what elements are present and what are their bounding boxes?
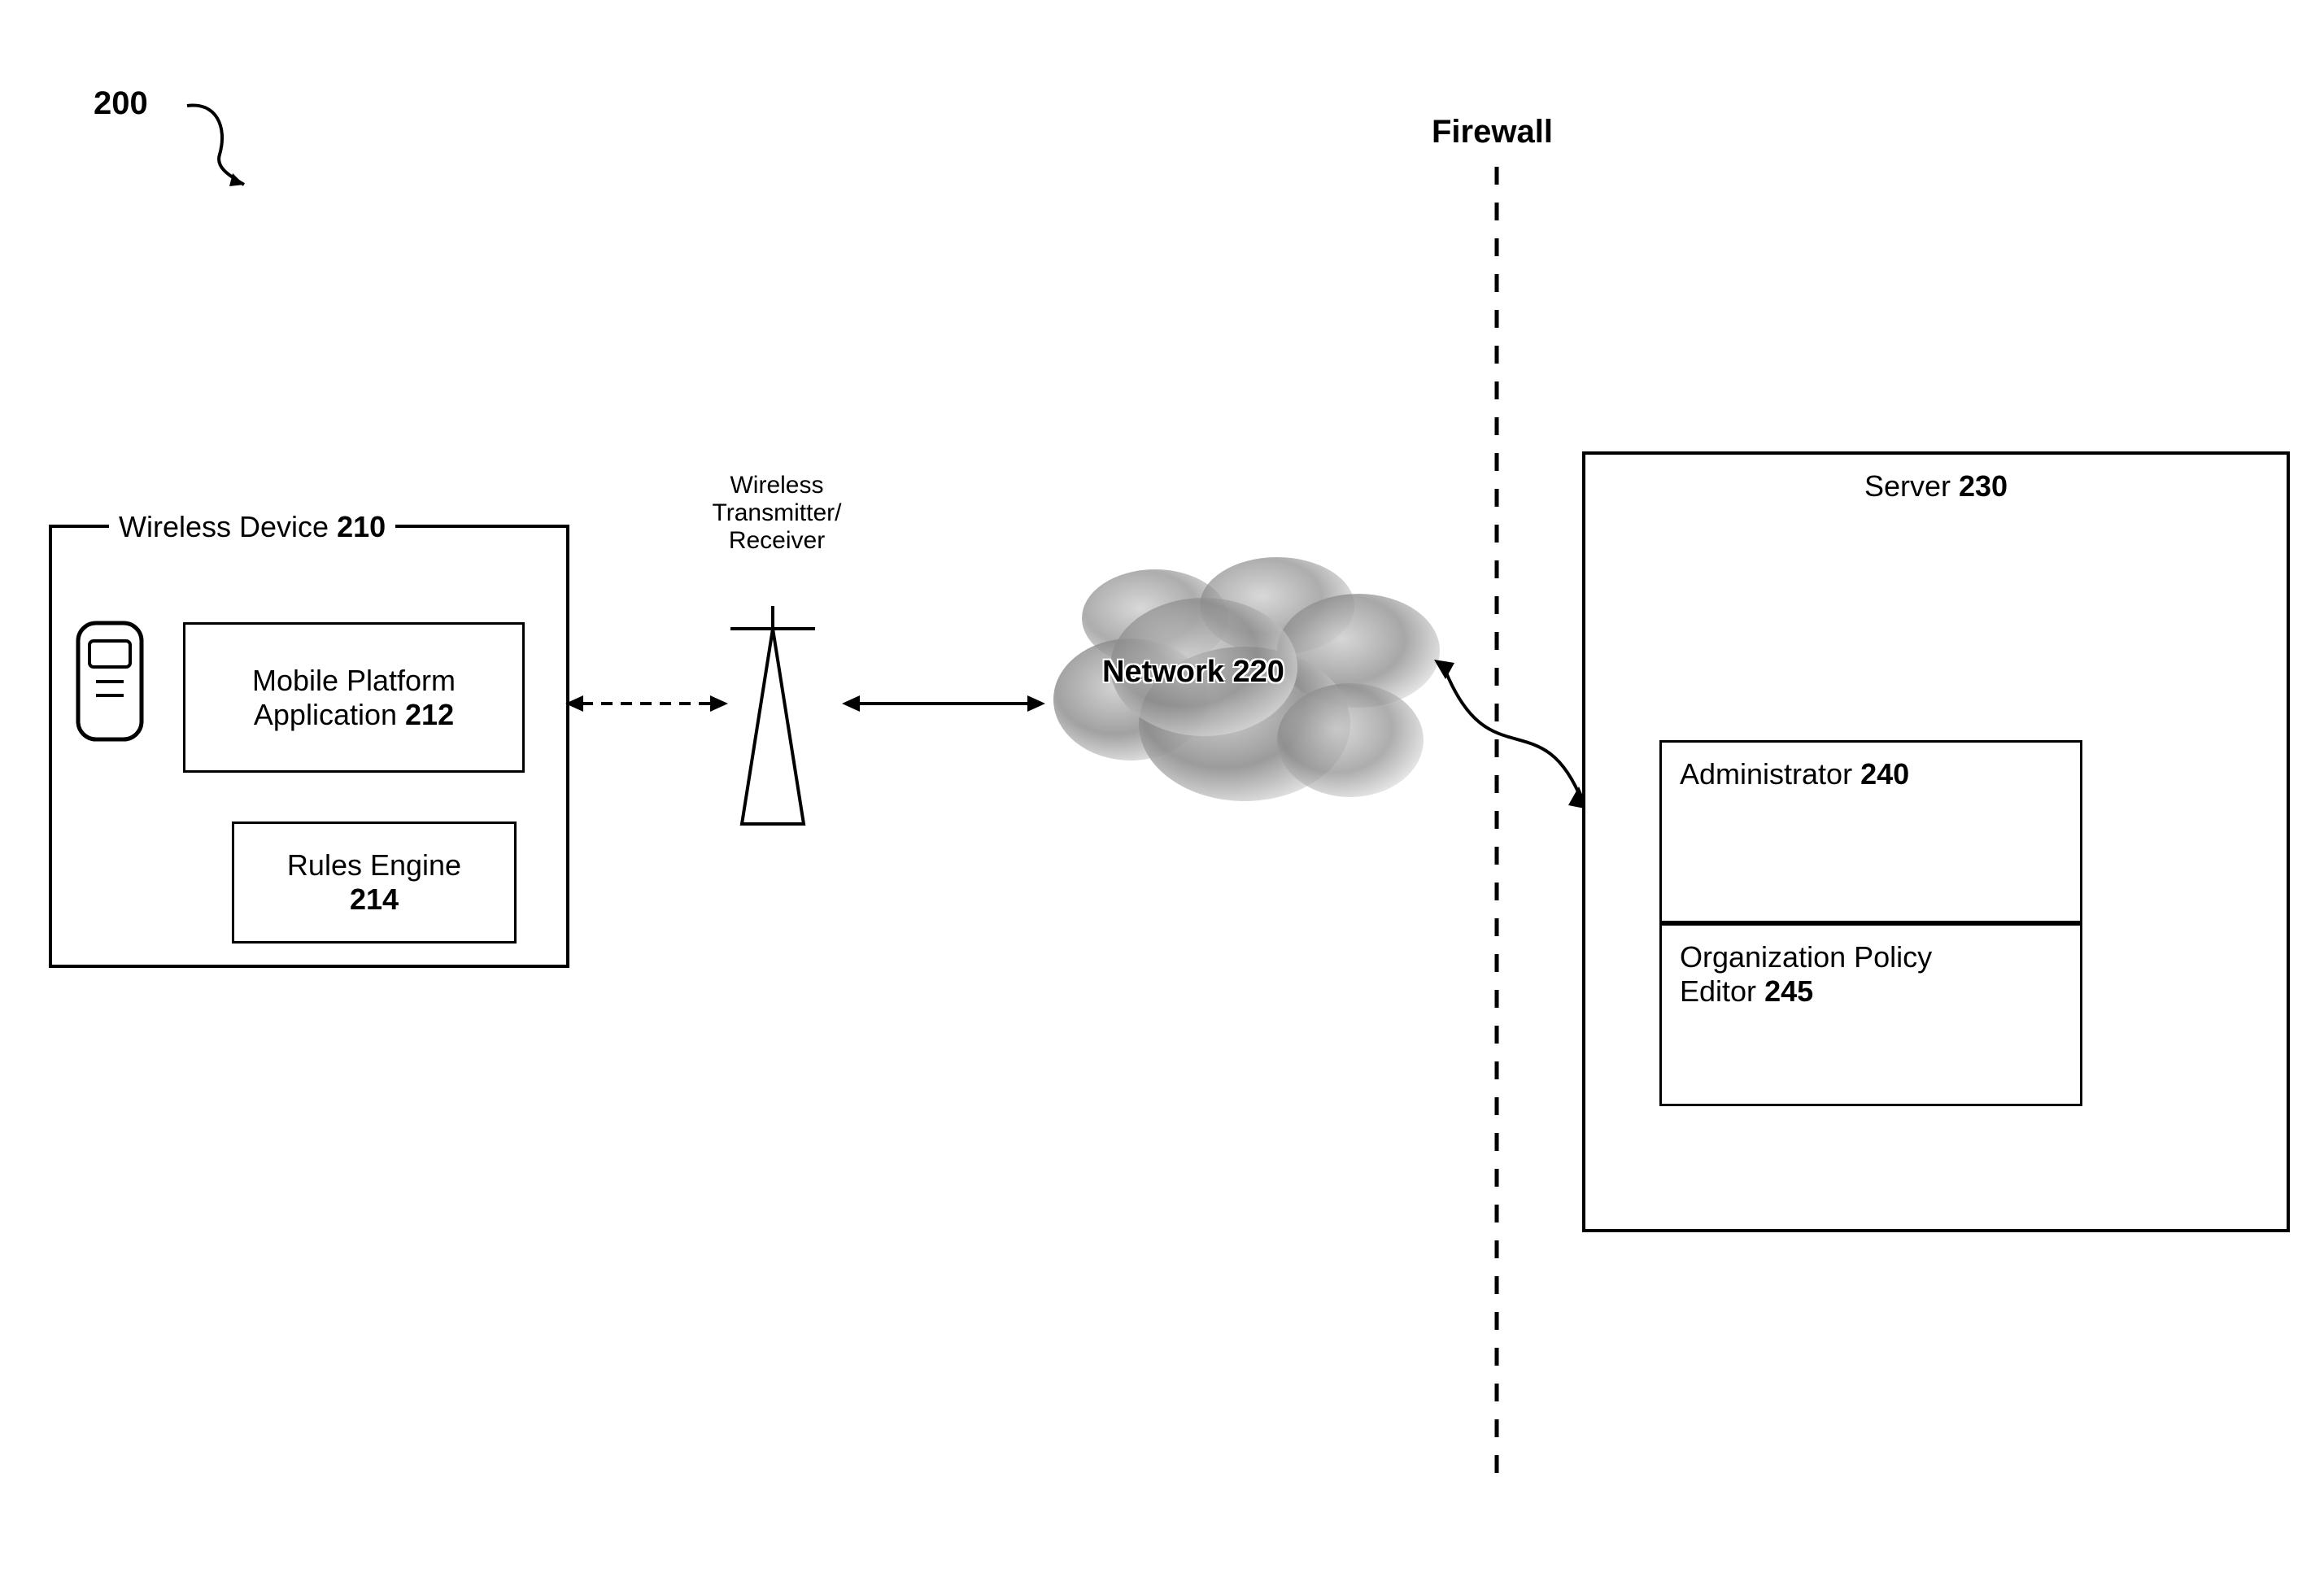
server-title-num: 230 (1959, 469, 2008, 503)
transmitter-line1: Wireless (675, 472, 879, 499)
wireless-device-title: Wireless Device 210 (109, 510, 395, 544)
policy-line2-text: Editor (1680, 974, 1756, 1008)
server-title-text: Server (1864, 469, 1951, 503)
mobile-platform-line2-text: Application (254, 698, 397, 731)
arrow-network-to-server (1428, 647, 1598, 826)
rules-engine-num: 214 (350, 883, 399, 917)
policy-editor-box: Organization Policy Editor 245 (1659, 923, 2082, 1106)
rules-engine-line1: Rules Engine (287, 848, 461, 883)
network-label: Network 220 (1102, 655, 1284, 690)
arrow-device-to-tower (565, 687, 728, 720)
mobile-platform-box: Mobile Platform Application 212 (183, 622, 525, 773)
policy-line1: Organization Policy (1680, 940, 2062, 974)
transmitter-line2: Transmitter/ (675, 499, 879, 527)
phone-icon (73, 618, 146, 744)
network-label-num: 220 (1232, 655, 1284, 689)
transmitter-tower-icon (691, 606, 854, 842)
mobile-platform-line1: Mobile Platform (252, 664, 456, 698)
transmitter-line3: Receiver (675, 527, 879, 555)
server-title: Server 230 (1585, 469, 2287, 503)
administrator-num: 240 (1860, 757, 1909, 791)
mobile-platform-line2-num: 212 (405, 698, 454, 731)
mobile-platform-line2: Application 212 (254, 698, 454, 732)
administrator-text: Administrator (1680, 757, 1852, 791)
wireless-device-title-num: 210 (337, 510, 386, 543)
arrow-tower-to-network (842, 687, 1045, 720)
administrator-box: Administrator 240 (1659, 740, 2082, 923)
network-label-text: Network (1102, 655, 1224, 689)
policy-line2-num: 245 (1764, 974, 1813, 1008)
rules-engine-box: Rules Engine 214 (232, 822, 517, 944)
policy-line2: Editor 245 (1680, 974, 2062, 1009)
transmitter-label: Wireless Transmitter/ Receiver (675, 472, 879, 555)
wireless-device-title-text: Wireless Device (119, 510, 329, 543)
